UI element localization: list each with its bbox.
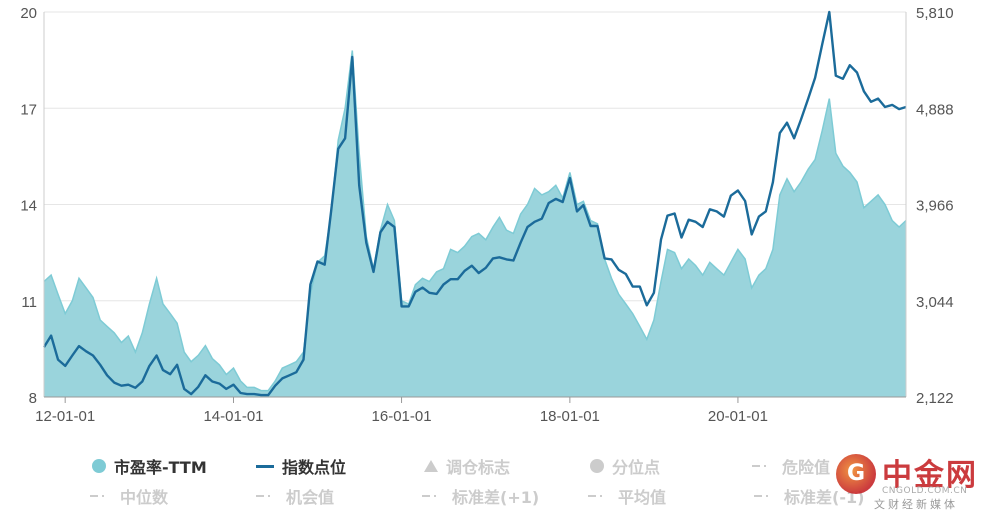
legend-item-average[interactable]: 平均值 xyxy=(588,484,666,508)
legend-item-rebalance-mark[interactable]: 调仓标志 xyxy=(424,454,510,478)
logo-domain: CNGOLD.COM.CN xyxy=(882,486,968,496)
legend-dash-icon xyxy=(256,495,278,497)
logo-emblem-icon: G xyxy=(836,454,876,494)
legend-triangle-icon xyxy=(424,460,438,472)
legend-dash-icon xyxy=(422,495,444,497)
left-tick-label: 14 xyxy=(20,198,37,215)
legend-item-pe-ttm[interactable]: 市盈率-TTM xyxy=(92,454,207,478)
legend-dash-icon xyxy=(754,495,776,497)
left-tick-label: 20 xyxy=(20,5,37,22)
legend-label: 分位点 xyxy=(612,458,661,477)
chart-legend: 市盈率-TTM 指数点位 调仓标志 分位点 危险值 中位数 机会值 标准差(+1… xyxy=(0,448,986,518)
legend-item-opportunity-value[interactable]: 机会值 xyxy=(256,484,334,508)
legend-label: 平均值 xyxy=(618,488,667,507)
index-level-line xyxy=(42,10,907,397)
logo-name: 中金网 xyxy=(882,458,978,493)
legend-item-percentile[interactable]: 分位点 xyxy=(590,454,660,478)
right-tick-label: 2,122 xyxy=(916,390,954,407)
pe-ttm-area xyxy=(44,50,906,397)
legend-line-icon xyxy=(256,464,274,468)
legend-label: 中位数 xyxy=(120,488,169,507)
legend-circle-icon xyxy=(92,459,106,473)
legend-dash-icon xyxy=(752,465,774,467)
watermark-logo: G 中金网 CNGOLD.COM.CN 文财经新媒体 xyxy=(828,446,978,512)
legend-label: 标准差(+1) xyxy=(452,488,540,507)
x-tick-label: 20-01-01 xyxy=(708,408,768,425)
right-tick-label: 3,044 xyxy=(916,294,954,311)
legend-item-std-minus-1[interactable]: 标准差(-1) xyxy=(754,484,864,508)
left-tick-label: 8 xyxy=(29,390,37,407)
pe-ttm-line xyxy=(43,50,907,392)
legend-label: 市盈率-TTM xyxy=(114,458,207,477)
legend-label: 标准差(-1) xyxy=(784,488,865,507)
legend-item-danger-value[interactable]: 危险值 xyxy=(752,454,830,478)
legend-dash-icon xyxy=(90,495,112,497)
chart-canvas: 20 17 14 11 8 5,810 4,888 3,966 3,044 2,122 12-01-… xyxy=(20,5,954,425)
x-tick-label: 14-01-01 xyxy=(203,408,263,425)
right-tick-label: 3,966 xyxy=(916,198,954,215)
legend-label: 机会值 xyxy=(286,488,335,507)
left-tick-label: 17 xyxy=(20,101,37,118)
right-tick-label: 4,888 xyxy=(916,101,954,118)
legend-circle-icon xyxy=(590,459,604,473)
legend-label: 危险值 xyxy=(782,458,831,477)
logo-tagline: 文财经新媒体 xyxy=(874,498,958,511)
x-tick-label: 12-01-01 xyxy=(35,408,95,425)
legend-item-index-level[interactable]: 指数点位 xyxy=(256,454,346,478)
left-tick-label: 11 xyxy=(21,294,37,311)
right-tick-label: 5,810 xyxy=(916,5,954,22)
legend-label: 指数点位 xyxy=(282,458,347,477)
x-tick-label: 16-01-01 xyxy=(372,408,432,425)
legend-item-std-plus-1[interactable]: 标准差(+1) xyxy=(422,484,539,508)
x-tick-label: 18-01-01 xyxy=(540,408,600,425)
legend-label: 调仓标志 xyxy=(446,458,511,477)
legend-item-median[interactable]: 中位数 xyxy=(90,484,168,508)
legend-dash-icon xyxy=(588,495,610,497)
